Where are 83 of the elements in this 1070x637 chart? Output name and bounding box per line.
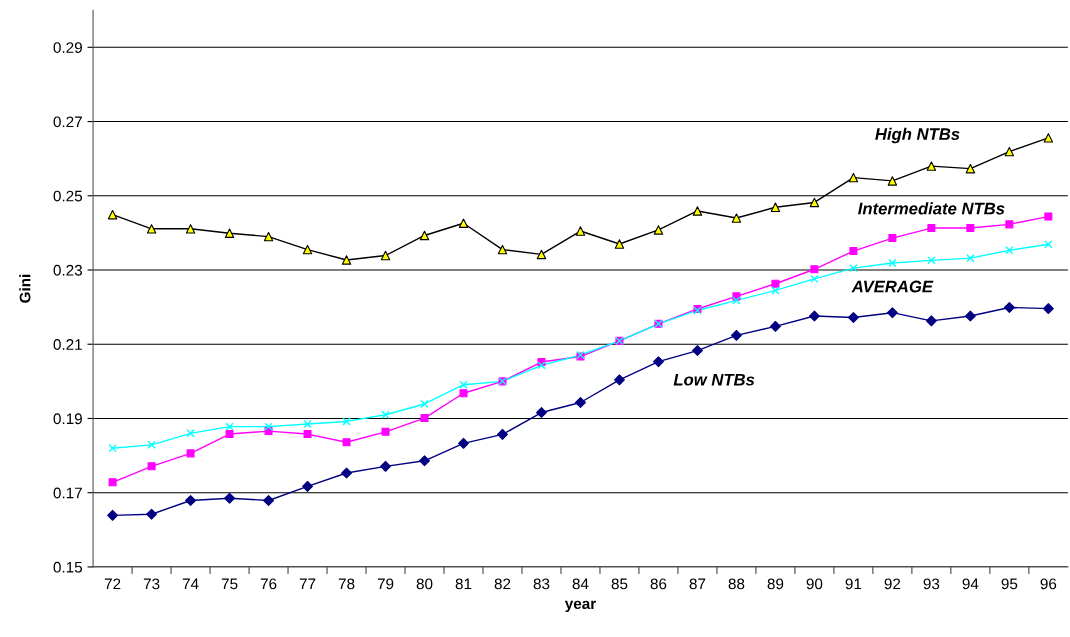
point [224,228,235,238]
x-axis-title: year [564,600,596,613]
point [887,176,898,186]
x-tick-label: 77 [299,578,316,590]
x-tick-label: 84 [572,578,589,590]
point [458,218,469,228]
point [536,249,547,260]
point [303,419,312,429]
point [809,197,820,208]
x-tick-label: 86 [650,578,667,590]
y-axis-title: Gini [19,274,31,303]
x-tick-label: 73 [143,578,160,590]
point [107,209,118,220]
point [264,422,273,431]
point [1043,133,1054,143]
point [341,255,352,265]
x-tick-label: 96 [1040,578,1057,590]
point [1004,146,1015,157]
point [888,258,897,268]
x-tick-label: 91 [845,578,862,590]
series-label: High NTBs [875,127,960,144]
x-tick-label: 72 [104,578,121,590]
x-tick-label: 82 [494,578,511,590]
point [420,399,429,409]
point [146,224,157,234]
x-tick-label: 93 [923,578,940,590]
y-tick-label: 0.27 [53,116,82,128]
series-label: AVERAGE [851,280,934,293]
point [380,250,391,261]
y-tick-label: 0.21 [53,339,82,350]
x-tick-label: 75 [221,578,238,590]
point [966,253,975,263]
point [108,443,117,453]
x-tick-label: 92 [884,578,901,590]
x-tick-label: 79 [377,578,394,590]
x-tick-label: 95 [1001,578,1018,590]
y-tick-label: 0.25 [53,190,83,202]
x-tick-label: 87 [689,578,706,590]
point [849,263,858,273]
y-tick-label: 0.29 [53,42,82,53]
point [342,417,351,426]
point [810,274,819,284]
point [926,161,937,171]
point [185,224,196,234]
y-tick-label: 0.19 [53,413,82,425]
point [263,231,274,242]
point [147,440,156,449]
x-tick-label: 74 [182,578,199,590]
x-tick-label: 81 [455,578,472,590]
point [927,256,936,265]
y-tick-label: 0.23 [53,264,82,276]
y-tick-label: 0.17 [53,487,82,499]
point [692,206,703,216]
point [186,429,195,438]
point [770,202,781,212]
point [771,286,780,295]
point [225,422,234,431]
x-tick-label: 80 [416,578,433,590]
x-tick-label: 90 [806,578,823,590]
point [302,244,313,255]
x-tick-label: 94 [962,578,979,590]
series-label: Low NTBs [673,373,755,386]
y-tick-label: 0.15 [53,561,83,573]
point [732,296,741,305]
x-tick-label: 89 [767,578,784,590]
x-tick-label: 88 [728,578,745,590]
point [848,172,859,183]
x-tick-label: 76 [260,578,277,590]
point [1005,246,1014,255]
point [965,163,976,174]
point [653,225,664,235]
point [575,226,586,236]
series-label: Intermediate NTBs [858,202,1005,215]
point [1044,240,1053,249]
point [419,230,430,241]
x-tick-label: 85 [611,578,628,590]
x-tick-label: 78 [338,578,355,590]
point [731,213,742,223]
point [614,239,625,249]
point [381,410,390,419]
point [497,244,508,255]
x-tick-label: 83 [533,578,550,590]
point [459,380,468,389]
